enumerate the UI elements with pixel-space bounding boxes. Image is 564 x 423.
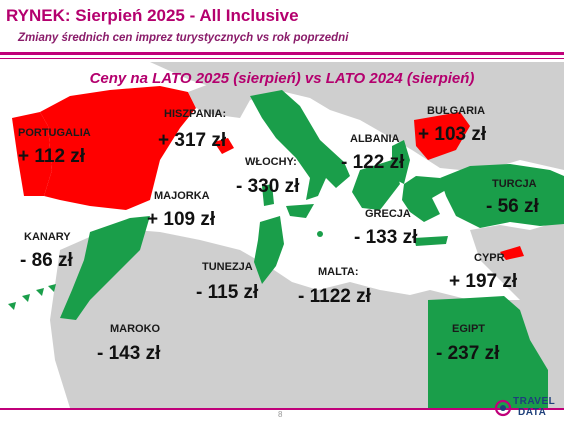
- region-egipt: [428, 296, 548, 408]
- region-kanary-3: [36, 288, 44, 296]
- label-grecja: GRECJA: [365, 208, 411, 220]
- travel-data-logo: TRAVEL DATA: [494, 394, 560, 422]
- slide-subtitle: Zmiany średnich cen imprez turystycznych…: [18, 32, 349, 44]
- region-sycylia: [286, 204, 314, 218]
- label-majorka: MAJORKA: [154, 190, 210, 202]
- value-bulgaria: + 103 zł: [418, 124, 487, 145]
- label-turcja: TURCJA: [492, 178, 537, 190]
- label-wlochy: WŁOCHY:: [245, 156, 297, 168]
- value-tunezja: - 115 zł: [196, 282, 259, 303]
- region-balkany: [352, 160, 400, 210]
- logo-globe-icon: [494, 399, 512, 417]
- region-portugalia: [12, 112, 52, 196]
- logo-line2: DATA: [518, 407, 547, 418]
- value-egipt: - 237 zł: [436, 343, 500, 364]
- land-europe: [150, 62, 564, 172]
- value-grecja: - 133 zł: [354, 227, 418, 248]
- region-malta: [317, 231, 323, 237]
- region-grecja: [402, 176, 446, 222]
- region-kreta: [414, 236, 448, 246]
- region-kanary-4: [48, 284, 56, 292]
- value-portugalia: + 112 zł: [18, 146, 86, 167]
- region-albania: [392, 140, 410, 184]
- value-cypr: + 197 zł: [449, 271, 518, 292]
- header-rule-bottom: [0, 58, 564, 59]
- label-tunezja: TUNEZJA: [202, 261, 253, 273]
- footer-rule: [0, 408, 564, 410]
- label-hiszpania: HISZPANIA:: [164, 108, 227, 120]
- region-turcja: [440, 164, 564, 228]
- value-hiszpania: + 317 zł: [158, 130, 227, 151]
- value-albania: - 122 zł: [341, 152, 405, 173]
- land-france: [188, 80, 250, 118]
- region-majorka: [214, 138, 234, 154]
- label-cypr: CYPR: [474, 252, 505, 264]
- label-portugalia: PORTUGALIA: [18, 127, 91, 139]
- region-kanary-2: [22, 294, 30, 302]
- mediterranean-map: [0, 62, 564, 408]
- value-kanary: - 86 zł: [20, 250, 73, 271]
- value-malta: - 1122 zł: [298, 286, 371, 307]
- region-tunezja: [254, 216, 284, 284]
- region-sardynia: [262, 184, 274, 206]
- value-majorka: + 109 zł: [147, 209, 216, 230]
- region-maroko: [60, 216, 150, 320]
- header-rule-top: [0, 52, 564, 55]
- value-turcja: - 56 zł: [486, 196, 539, 217]
- value-wlochy: - 330 zł: [236, 176, 300, 197]
- logo-line1: TRAVEL: [513, 396, 556, 407]
- land-middle-east: [470, 220, 564, 300]
- label-albania: ALBANIA: [350, 133, 400, 145]
- label-maroko: MAROKO: [110, 323, 161, 335]
- slide-title: RYNEK: Sierpień 2025 - All Inclusive: [6, 6, 299, 25]
- map-title: Ceny na LATO 2025 (sierpień) vs LATO 202…: [89, 70, 475, 87]
- region-cypr: [500, 246, 524, 260]
- label-egipt: EGIPT: [452, 323, 486, 335]
- value-maroko: - 143 zł: [97, 343, 161, 364]
- label-bulgaria: BUŁGARIA: [427, 105, 486, 117]
- region-bulgaria: [414, 112, 470, 160]
- region-hiszpania: [40, 86, 196, 210]
- label-malta: MALTA:: [318, 266, 359, 278]
- page-number: 8: [278, 410, 283, 419]
- label-kanary: KANARY: [24, 231, 71, 243]
- region-kanary-1: [8, 302, 16, 310]
- region-wlochy: [250, 90, 350, 200]
